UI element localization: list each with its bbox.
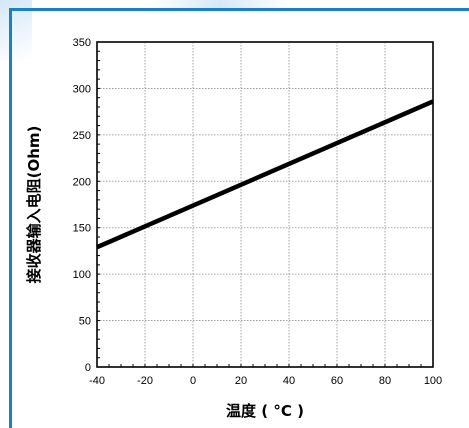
series-layer — [96, 99, 434, 250]
y-tick-labels: 0 50 100 150 200 250 300 350 — [73, 37, 91, 374]
x-tick-labels: -40 -20 0 20 40 60 80 100 — [89, 375, 442, 387]
frame-border-top — [9, 8, 469, 11]
plot-border — [96, 41, 434, 368]
x-tick-label: -40 — [89, 375, 105, 387]
y-axis-title: 接收器输入电阻(Ohm) — [25, 126, 43, 284]
y-tick-label: 300 — [73, 83, 91, 95]
x-tick-label: 60 — [331, 375, 343, 387]
x-tick-label: 0 — [190, 375, 196, 387]
background-tint — [150, 0, 290, 10]
x-tick-label: 20 — [235, 375, 247, 387]
x-tick-label: 80 — [379, 375, 391, 387]
x-tick-label: 40 — [283, 375, 295, 387]
grid — [97, 42, 433, 367]
y-tick-label: 200 — [73, 176, 91, 188]
x-tick-label: 100 — [424, 375, 442, 387]
y-tick-label: 0 — [85, 362, 91, 374]
x-tick-label: -20 — [137, 375, 153, 387]
series-line — [96, 99, 434, 250]
y-tick-label: 150 — [73, 223, 91, 235]
y-tick-label: 50 — [79, 316, 91, 328]
y-tick-label: 100 — [73, 269, 91, 281]
y-tick-label: 350 — [73, 37, 91, 49]
y-tick-label: 250 — [73, 130, 91, 142]
frame-border-left — [9, 8, 12, 428]
minor-ticks — [96, 41, 434, 368]
x-axis-title: 温度 ( °C ) — [226, 402, 304, 420]
